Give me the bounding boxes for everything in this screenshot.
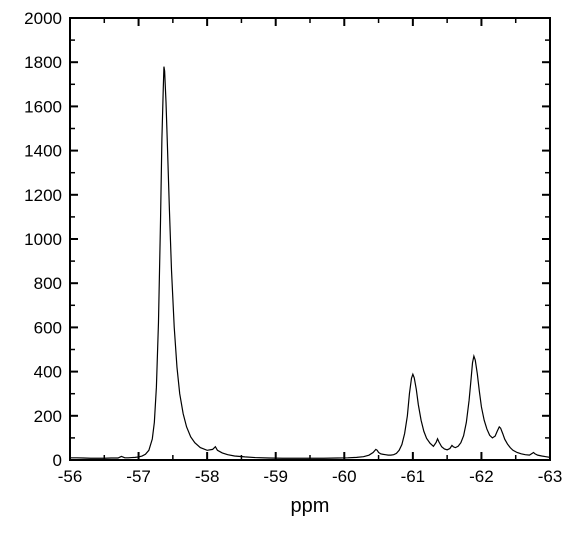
y-tick-label: 600 (34, 318, 62, 337)
x-tick-label: -58 (195, 467, 220, 486)
y-tick-label: 800 (34, 274, 62, 293)
x-axis-title: ppm (291, 495, 330, 517)
spectrum-line (70, 67, 550, 459)
y-tick-label: 200 (34, 407, 62, 426)
x-tick-label: -59 (263, 467, 288, 486)
nmr-spectrum-chart: 0200400600800100012001400160018002000-56… (0, 0, 563, 536)
y-tick-label: 1400 (24, 142, 62, 161)
y-tick-label: 400 (34, 363, 62, 382)
y-tick-label: 1200 (24, 186, 62, 205)
x-tick-label: -62 (469, 467, 494, 486)
x-tick-label: -56 (58, 467, 83, 486)
x-tick-label: -61 (401, 467, 426, 486)
x-tick-label: -60 (332, 467, 357, 486)
y-tick-label: 1600 (24, 97, 62, 116)
chart-svg: 0200400600800100012001400160018002000-56… (0, 0, 563, 536)
x-tick-label: -57 (126, 467, 151, 486)
x-tick-label: -63 (538, 467, 563, 486)
y-tick-label: 1000 (24, 230, 62, 249)
y-tick-label: 2000 (24, 9, 62, 28)
y-tick-label: 1800 (24, 53, 62, 72)
